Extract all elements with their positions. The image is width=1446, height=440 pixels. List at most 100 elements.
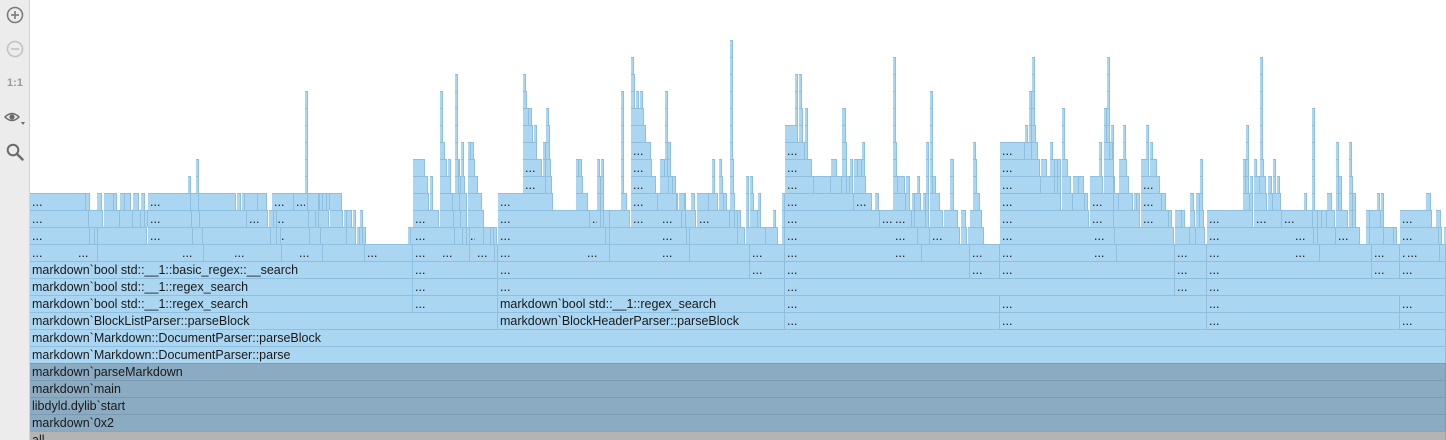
stack-frame-collapsed[interactable] bbox=[1137, 193, 1140, 210]
stack-frame-collapsed[interactable] bbox=[660, 176, 669, 193]
stack-frame-collapsed[interactable]: ... bbox=[297, 244, 323, 261]
stack-frame-collapsed[interactable] bbox=[1110, 142, 1113, 159]
stack-frame-collapsed[interactable] bbox=[601, 159, 604, 176]
stack-frame-collapsed[interactable] bbox=[1058, 159, 1061, 176]
stack-frame-collapsed[interactable] bbox=[455, 142, 458, 159]
stack-frame-collapsed[interactable] bbox=[1032, 57, 1035, 74]
stack-frame-collapsed[interactable] bbox=[347, 227, 356, 244]
stack-frame-collapsed[interactable] bbox=[297, 227, 310, 244]
stack-frame-collapsed[interactable] bbox=[1339, 176, 1342, 193]
stack-frame-collapsed[interactable] bbox=[468, 142, 471, 159]
stack-frame-collapsed[interactable] bbox=[730, 142, 733, 159]
stack-frame-collapsed[interactable]: ... bbox=[1141, 193, 1162, 210]
stack-frame-collapsed[interactable] bbox=[665, 142, 668, 159]
stack-frame-collapsed[interactable] bbox=[665, 159, 668, 176]
stack-frame-collapsed[interactable] bbox=[709, 193, 718, 210]
stack-frame-collapsed[interactable] bbox=[468, 159, 475, 176]
stack-frame-collapsed[interactable] bbox=[712, 159, 715, 176]
stack-frame-collapsed[interactable]: ... bbox=[498, 227, 668, 244]
stack-frame-collapsed[interactable] bbox=[1260, 125, 1263, 142]
stack-frame-collapsed[interactable] bbox=[455, 91, 458, 108]
stack-frame-collapsed[interactable] bbox=[1304, 193, 1307, 210]
stack-frame-collapsed[interactable] bbox=[862, 142, 865, 159]
stack-frame-collapsed[interactable] bbox=[730, 40, 733, 57]
stack-frame-collapsed[interactable] bbox=[1162, 193, 1166, 210]
stack-frame-collapsed[interactable] bbox=[440, 142, 445, 159]
stack-frame-collapsed[interactable]: ... bbox=[660, 210, 682, 227]
stack-frame-collapsed[interactable]: ... bbox=[440, 244, 470, 261]
stack-frame-collapsed[interactable] bbox=[95, 227, 98, 244]
stack-frame-collapsed[interactable] bbox=[579, 159, 582, 176]
stack-frame-collapsed[interactable] bbox=[1062, 125, 1065, 142]
stack-frame-collapsed[interactable] bbox=[1050, 142, 1053, 159]
stack-frame-collapsed[interactable]: ... bbox=[785, 278, 1175, 295]
stack-frame-collapsed[interactable] bbox=[636, 91, 639, 108]
stack-frame-collapsed[interactable] bbox=[145, 210, 148, 227]
stack-frame-collapsed[interactable]: ... bbox=[1000, 227, 1174, 244]
stack-frame-collapsed[interactable] bbox=[1336, 193, 1339, 210]
stack-frame-collapsed[interactable] bbox=[316, 193, 319, 210]
stack-frame-collapsed[interactable] bbox=[1254, 159, 1257, 176]
stack-frame-collapsed[interactable] bbox=[1146, 125, 1149, 142]
stack-frame-collapsed[interactable] bbox=[1312, 176, 1315, 193]
stack-frame-collapsed[interactable] bbox=[854, 176, 866, 193]
stack-frame-collapsed[interactable] bbox=[196, 159, 199, 176]
stack-frame-collapsed[interactable] bbox=[1312, 142, 1315, 159]
stack-frame-collapsed[interactable] bbox=[1062, 108, 1065, 125]
stack-frame-collapsed[interactable] bbox=[1260, 57, 1263, 74]
stack-frame-collapsed[interactable]: ... bbox=[1400, 312, 1446, 329]
stack-frame-collapsed[interactable] bbox=[305, 159, 308, 176]
stack-frame-collapsed[interactable] bbox=[104, 193, 114, 210]
stack-frame-collapsed[interactable] bbox=[799, 125, 803, 142]
stack-frame-collapsed[interactable] bbox=[893, 91, 896, 108]
stack-frame-collapsed[interactable] bbox=[455, 227, 463, 244]
stack-frame-collapsed[interactable]: ... bbox=[413, 295, 498, 312]
stack-frame-collapsed[interactable] bbox=[1377, 193, 1380, 210]
stack-frame-collapsed[interactable] bbox=[1327, 210, 1335, 227]
stack-frame-collapsed[interactable] bbox=[188, 176, 191, 193]
stack-frame-collapsed[interactable]: ... bbox=[523, 176, 546, 193]
stack-frame-collapsed[interactable] bbox=[1190, 210, 1195, 227]
stack-frame-collapsed[interactable]: ... bbox=[1092, 227, 1115, 244]
stack-frame-collapsed[interactable] bbox=[730, 91, 733, 108]
stack-frame-collapsed[interactable] bbox=[926, 193, 929, 210]
stack-frame-collapsed[interactable] bbox=[719, 176, 723, 193]
stack-frame-collapsed[interactable]: ... bbox=[697, 210, 730, 227]
stack-frame-collapsed[interactable] bbox=[1426, 193, 1431, 210]
stack-frame-collapsed[interactable] bbox=[631, 74, 635, 91]
stack-frame-collapsed[interactable] bbox=[91, 227, 95, 244]
stack-frame-collapsed[interactable] bbox=[621, 193, 627, 210]
stack-frame-collapsed[interactable] bbox=[669, 176, 673, 193]
stack-frame-collapsed[interactable] bbox=[795, 74, 798, 91]
stack-frame-collapsed[interactable] bbox=[455, 125, 458, 142]
stack-frame-collapsed[interactable]: ... bbox=[1000, 261, 1175, 278]
stack-frame-collapsed[interactable]: ... bbox=[523, 159, 542, 176]
stack-frame-collapsed[interactable] bbox=[917, 176, 920, 193]
stack-frame-collapsed[interactable]: ... bbox=[30, 210, 103, 227]
stack-frame-collapsed[interactable] bbox=[893, 57, 896, 74]
stack-frame-collapsed[interactable] bbox=[1107, 108, 1110, 125]
stack-frame-collapsed[interactable] bbox=[1384, 227, 1394, 244]
stack-frame-collapsed[interactable]: ... bbox=[1207, 295, 1400, 312]
stack-frame-collapsed[interactable] bbox=[468, 176, 478, 193]
stack-frame-collapsed[interactable] bbox=[1277, 176, 1280, 193]
stack-frame-collapsed[interactable]: ... bbox=[750, 244, 785, 261]
stack-frame-collapsed[interactable] bbox=[854, 159, 858, 176]
stack-frame-collapsed[interactable] bbox=[463, 227, 467, 244]
stack-frame-regex-search-b[interactable]: markdown`bool std::__1::regex_search bbox=[498, 295, 785, 312]
stack-frame-collapsed[interactable] bbox=[875, 193, 879, 210]
stack-frame-collapsed[interactable]: ... bbox=[180, 244, 204, 261]
stack-frame-collapsed[interactable] bbox=[305, 91, 308, 108]
stack-frame-collapsed[interactable] bbox=[795, 91, 798, 108]
stack-frame-collapsed[interactable]: ... bbox=[1400, 295, 1446, 312]
stack-frame-collapsed[interactable] bbox=[719, 159, 722, 176]
stack-frame-collapsed[interactable] bbox=[196, 176, 199, 193]
stack-frame-collapsed[interactable] bbox=[1099, 142, 1102, 159]
stack-frame-collapsed[interactable] bbox=[135, 193, 139, 210]
stack-frame-collapsed[interactable] bbox=[363, 227, 366, 244]
stack-frame-collapsed[interactable] bbox=[305, 125, 308, 142]
stack-frame-collapsed[interactable]: ... bbox=[1175, 261, 1207, 278]
stack-frame-collapsed[interactable] bbox=[1268, 176, 1272, 193]
stack-frame-collapsed[interactable] bbox=[665, 91, 668, 108]
stack-frame-collapsed[interactable] bbox=[196, 210, 200, 227]
